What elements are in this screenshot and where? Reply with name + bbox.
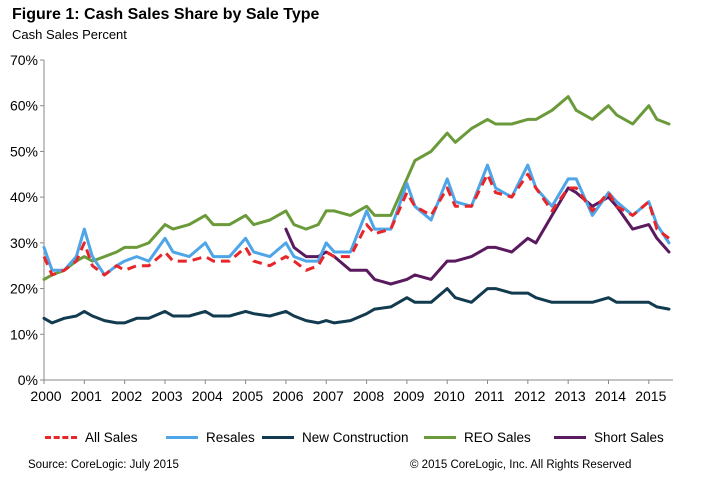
x-tick-label: 2010 bbox=[434, 388, 465, 404]
legend-item-all-sales: All Sales bbox=[45, 430, 138, 445]
x-tick-label: 2004 bbox=[192, 388, 223, 404]
series-resales bbox=[42, 163, 671, 277]
series-short-sales bbox=[284, 186, 671, 286]
legend-label-new-construction: New Construction bbox=[302, 430, 409, 445]
series-all-sales bbox=[42, 172, 670, 277]
y-tick-label: 40% bbox=[10, 189, 38, 205]
y-tick-label: 10% bbox=[10, 326, 38, 342]
x-tick-label: 2008 bbox=[353, 388, 384, 404]
legend-label-reo-sales: REO Sales bbox=[464, 430, 531, 445]
legend-label-resales: Resales bbox=[206, 430, 255, 445]
line-chart: 0% 10% 20% 30% 40% 50% 60% 70% 2000 2001 2002 2003 2… bbox=[10, 52, 673, 404]
y-tick-label: 30% bbox=[10, 235, 38, 251]
x-tick-label: 2012 bbox=[514, 388, 545, 404]
x-tick-label: 2001 bbox=[71, 388, 102, 404]
chart-title: Figure 1: Cash Sales Share by Sale Type bbox=[12, 6, 320, 23]
chart-plot-area bbox=[42, 95, 671, 325]
legend-item-reo-sales: REO Sales bbox=[424, 430, 531, 445]
legend-swatch-resales bbox=[166, 436, 198, 439]
legend-item-short-sales: Short Sales bbox=[554, 430, 664, 445]
x-tick-label: 2003 bbox=[151, 388, 182, 404]
source-note: Source: CoreLogic: July 2015 bbox=[28, 459, 179, 471]
x-tick-label: 2006 bbox=[272, 388, 303, 404]
legend-label-all-sales: All Sales bbox=[85, 430, 138, 445]
y-tick-label: 50% bbox=[10, 143, 38, 159]
legend-swatch-short-sales bbox=[554, 436, 586, 439]
x-tick-label: 2014 bbox=[595, 388, 626, 404]
legend-label-short-sales: Short Sales bbox=[594, 430, 664, 445]
copyright-note: © 2015 CoreLogic, Inc. All Rights Reserv… bbox=[410, 459, 632, 471]
x-tick-label: 2011 bbox=[474, 388, 504, 404]
chart-subtitle: Cash Sales Percent bbox=[12, 27, 127, 42]
legend-swatch-all-sales bbox=[45, 436, 77, 439]
y-tick-label: 60% bbox=[10, 98, 38, 114]
y-tick-label: 0% bbox=[18, 372, 38, 388]
x-tick-label: 2007 bbox=[313, 388, 344, 404]
x-tick-label: 2013 bbox=[555, 388, 586, 404]
legend-swatch-reo-sales bbox=[424, 436, 456, 439]
x-tick-label: 2015 bbox=[635, 388, 666, 404]
y-tick-label: 70% bbox=[10, 52, 38, 68]
x-tick-label: 2000 bbox=[30, 388, 61, 404]
legend-swatch-new-construction bbox=[262, 436, 294, 439]
series-reo-sales bbox=[42, 95, 671, 281]
y-tick-label: 20% bbox=[10, 281, 38, 297]
x-tick-label: 2002 bbox=[111, 388, 142, 404]
legend-item-resales: Resales bbox=[166, 430, 255, 445]
x-tick-label: 2009 bbox=[393, 388, 424, 404]
legend-item-new-construction: New Construction bbox=[262, 430, 409, 445]
chart-axes: 0% 10% 20% 30% 40% 50% 60% 70% 2000 2001 2002 2003 2… bbox=[10, 52, 673, 404]
x-tick-label: 2005 bbox=[232, 388, 263, 404]
series-new-construction bbox=[42, 287, 671, 325]
chart-legend: All Sales Resales New Construction REO S… bbox=[0, 430, 710, 452]
